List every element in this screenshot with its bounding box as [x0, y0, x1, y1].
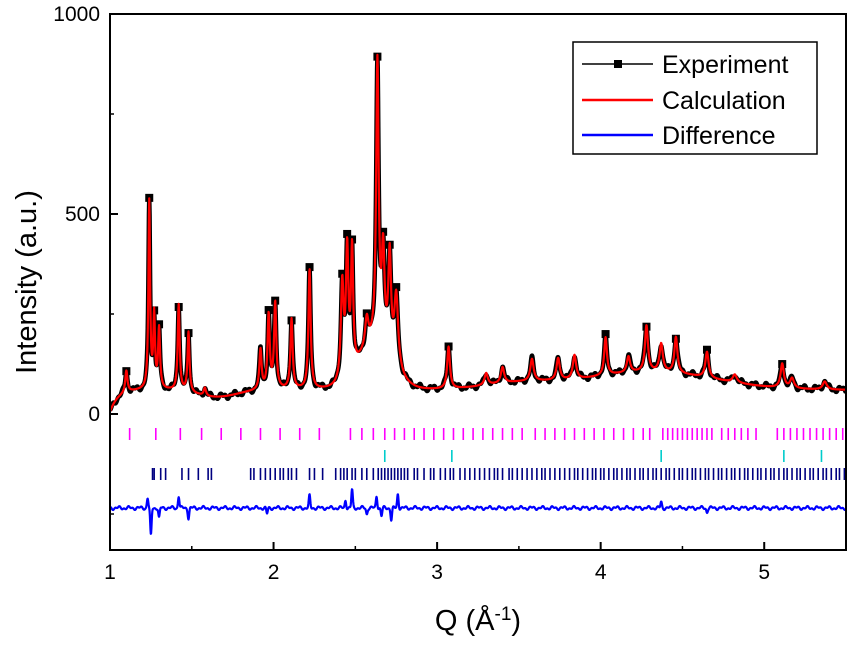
legend: Experiment Calculation Difference [572, 41, 818, 155]
y-tick-label-0: 0 [88, 403, 100, 426]
x-axis-title: Q (Å-1) [435, 604, 521, 638]
experiment-marker-19 [601, 330, 610, 339]
experiment-marker-10 [338, 269, 347, 278]
difference-line [110, 488, 846, 535]
legend-label-difference: Difference [662, 122, 776, 150]
legend-label-experiment: Experiment [662, 51, 788, 79]
legend-marker-experiment [614, 60, 622, 68]
calculation-line [110, 53, 846, 412]
experiment-marker-6 [264, 306, 273, 315]
x-tick-label-1: 2 [268, 561, 280, 584]
x-tick-label-2: 3 [431, 561, 443, 584]
experiment-marker-22 [702, 345, 711, 354]
x-tick-label-4: 5 [758, 561, 770, 584]
experiment-marker-15 [379, 227, 388, 236]
y-tick-label-1: 500 [65, 203, 100, 226]
y-tick-label-2: 1000 [53, 3, 100, 26]
plot-frame [109, 13, 847, 551]
y-axis-title: Intensity (a.u.) [11, 190, 43, 374]
legend-label-calculation: Calculation [662, 87, 786, 115]
x-tick-label-3: 4 [595, 561, 607, 584]
experiment-marker-9 [305, 263, 314, 272]
x-tick-label-0: 1 [104, 561, 116, 584]
experiment-marker-17 [392, 283, 401, 292]
experiment-marker-11 [343, 229, 352, 238]
